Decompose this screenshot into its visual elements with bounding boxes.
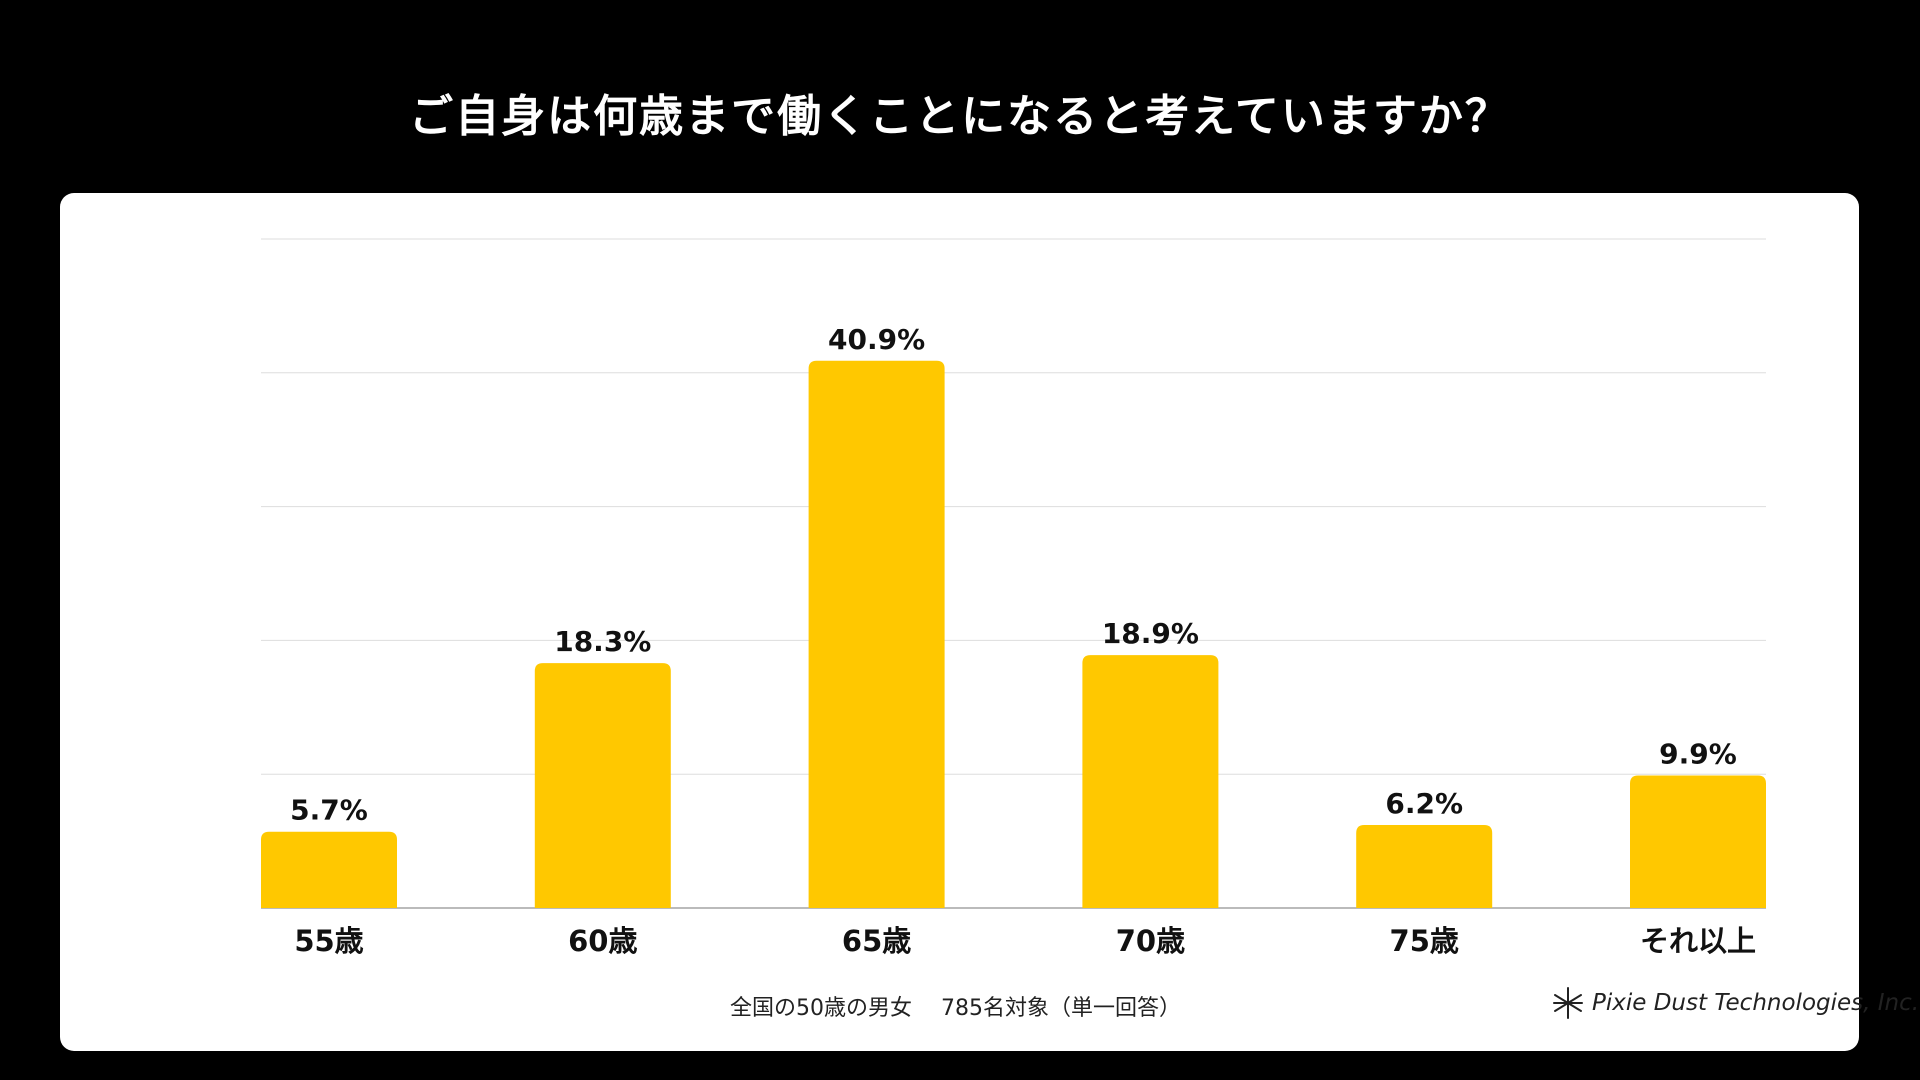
bar <box>261 831 397 908</box>
survey-note: 全国の50歳の男女 785名対象（単一回答） <box>730 996 1181 1021</box>
bar <box>1630 775 1766 908</box>
data-label: 18.3% <box>554 625 651 658</box>
category-label: 70歳 <box>1116 924 1185 958</box>
data-label: 9.9% <box>1659 738 1737 771</box>
category-label: 75歳 <box>1390 924 1459 958</box>
data-label: 6.2% <box>1385 787 1463 820</box>
data-label: 40.9% <box>828 323 925 356</box>
category-label: それ以上 <box>1640 924 1756 958</box>
bar <box>534 663 671 908</box>
category-label: 55歳 <box>294 924 363 958</box>
bar <box>1356 825 1493 908</box>
category-label: 60歳 <box>568 924 637 958</box>
data-label: 5.7% <box>290 794 368 827</box>
data-label: 18.9% <box>1102 617 1199 650</box>
bar <box>808 360 945 908</box>
company-name: Pixie Dust Technologies, Inc. <box>1592 990 1920 1016</box>
company-logo: Pixie Dust Technologies, Inc. <box>1550 985 1919 1021</box>
bar <box>1082 655 1219 908</box>
category-label: 65歳 <box>842 924 911 958</box>
chart-title: ご自身は何歳まで働くことになると考えていますか？ <box>409 91 1511 142</box>
asterisk-logo-icon <box>1553 987 1583 1019</box>
